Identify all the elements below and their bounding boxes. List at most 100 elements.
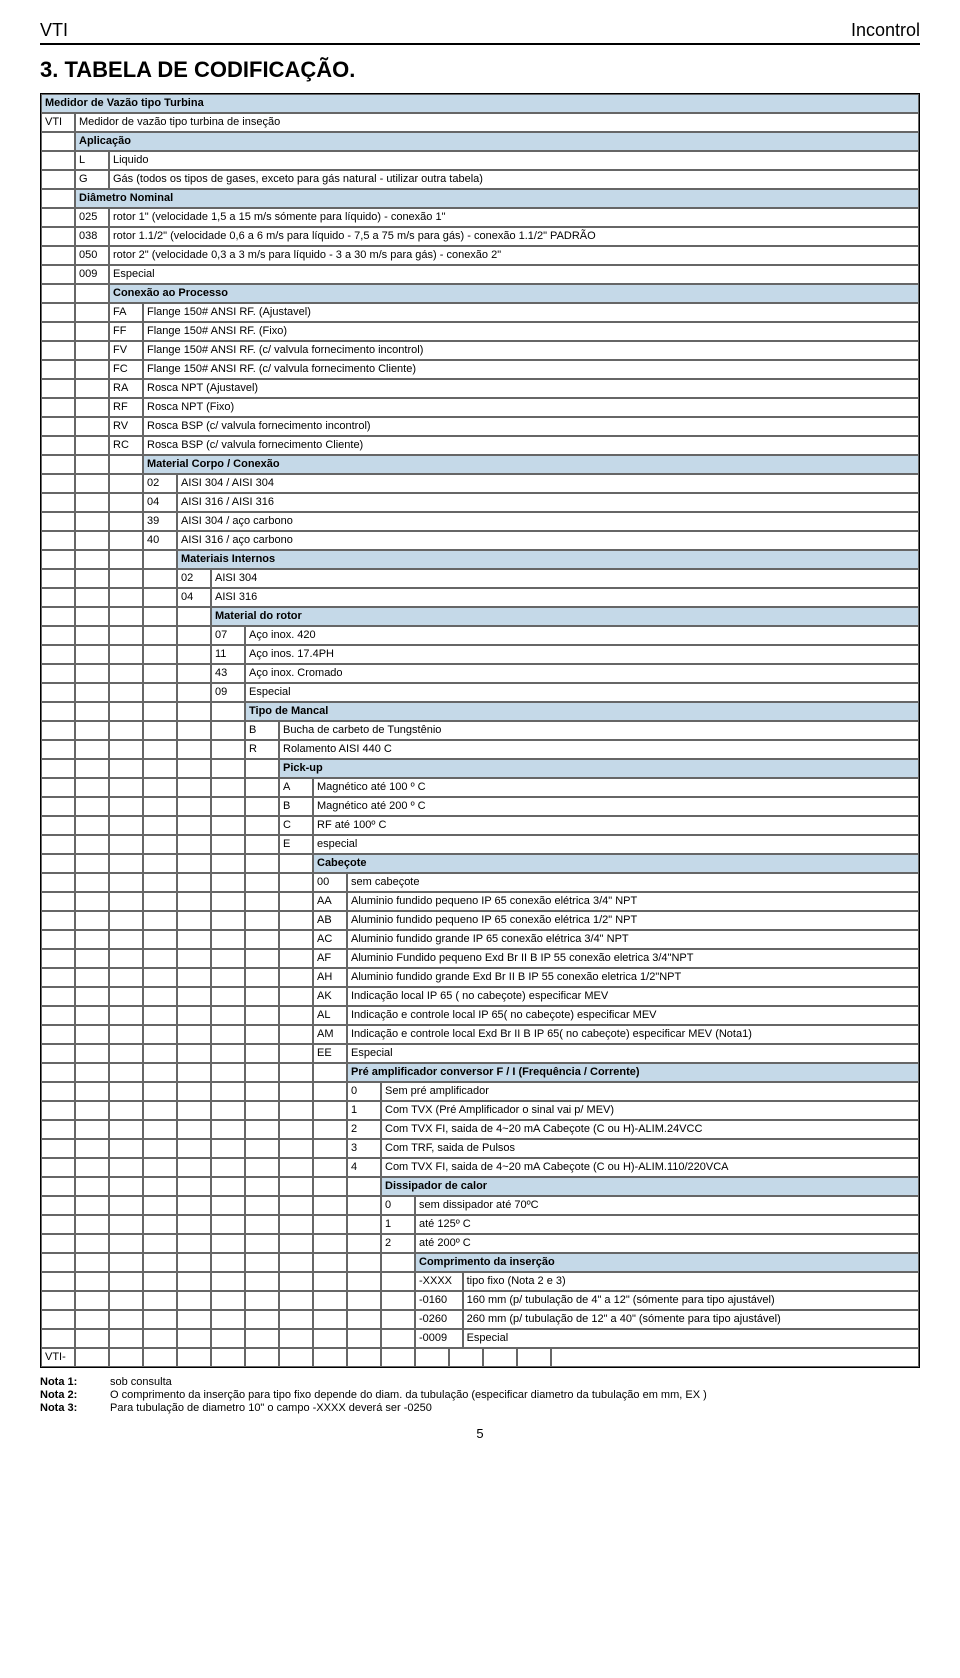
indent-cell [177,1291,211,1310]
indent-cell [41,1234,75,1253]
indent-cell [177,1025,211,1044]
indent-cell [143,1044,177,1063]
table-row: RRolamento AISI 440 C [41,740,919,759]
indent-cell [279,1044,313,1063]
code-cell: 1 [381,1215,415,1234]
indent-cell [279,1310,313,1329]
table-row: AFAluminio Fundido pequeno Exd Br II B I… [41,949,919,968]
indent-cell [75,1139,109,1158]
indent-cell [75,607,109,626]
indent-cell [41,1006,75,1025]
indent-cell [347,1348,381,1367]
section-header: Medidor de Vazão tipo Turbina [41,94,919,113]
indent-cell [279,1234,313,1253]
desc-cell: Especial [245,683,919,702]
indent-cell [41,645,75,664]
indent-cell [41,1120,75,1139]
table-row: 39AISI 304 / aço carbono [41,512,919,531]
indent-cell [109,911,143,930]
indent-cell [143,1272,177,1291]
indent-cell [279,1348,313,1367]
code-cell: FC [109,360,143,379]
indent-cell [245,1272,279,1291]
desc-cell: Especial [109,265,919,284]
desc-cell: Magnético até 100 º C [313,778,919,797]
section-header-row: Medidor de Vazão tipo Turbina [41,94,919,113]
code-cell: -XXXX [415,1272,463,1291]
code-cell: RC [109,436,143,455]
desc-cell: Flange 150# ANSI RF. (Ajustavel) [143,303,919,322]
indent-cell [211,721,245,740]
indent-cell [41,911,75,930]
section-header: Materiais Internos [177,550,919,569]
indent-cell [279,1006,313,1025]
code-cell: 02 [177,569,211,588]
indent-cell [517,1348,551,1367]
table-row: 02AISI 304 / AISI 304 [41,474,919,493]
indent-cell [177,702,211,721]
table-row: -0009Especial [41,1329,919,1348]
indent-cell [109,987,143,1006]
indent-cell [75,1253,109,1272]
indent-cell [177,1177,211,1196]
section-header-row: Diâmetro Nominal [41,189,919,208]
desc-cell: Aluminio Fundido pequeno Exd Br II B IP … [347,949,919,968]
note-text: O comprimento da inserção para tipo fixo… [110,1389,707,1401]
page-title: 3. TABELA DE CODIFICAÇÃO. [40,57,920,83]
table-row: AMIndicação e controle local Exd Br II B… [41,1025,919,1044]
indent-cell [211,835,245,854]
indent-cell [313,1329,347,1348]
indent-cell [177,1044,211,1063]
table-row: AAAluminio fundido pequeno IP 65 conexão… [41,892,919,911]
indent-cell [279,1101,313,1120]
indent-cell [41,1025,75,1044]
indent-cell [211,1272,245,1291]
indent-cell [75,493,109,512]
indent-cell [211,1158,245,1177]
desc-cell: especial [313,835,919,854]
note-label: Nota 2: [40,1389,110,1401]
code-cell: AH [313,968,347,987]
code-cell: -0260 [415,1310,463,1329]
indent-cell [41,189,75,208]
indent-cell [245,1139,279,1158]
indent-cell [75,1272,109,1291]
indent-cell [75,1310,109,1329]
section-header-row: Materiais Internos [41,550,919,569]
indent-cell [75,949,109,968]
note-row: Nota 1: sob consulta [40,1376,920,1388]
indent-cell [211,1139,245,1158]
indent-cell [75,1101,109,1120]
table-row: 07Aço inox. 420 [41,626,919,645]
desc-cell: Com TRF, saida de Pulsos [381,1139,919,1158]
indent-cell [313,1063,347,1082]
indent-cell [143,1253,177,1272]
indent-cell [75,284,109,303]
indent-cell [41,607,75,626]
indent-cell [143,892,177,911]
indent-cell [75,1196,109,1215]
code-cell: B [245,721,279,740]
indent-cell [177,1139,211,1158]
indent-cell [109,626,143,645]
indent-cell [41,987,75,1006]
indent-cell [109,968,143,987]
indent-cell [211,1101,245,1120]
indent-cell [75,759,109,778]
indent-cell [245,1348,279,1367]
indent-cell [279,854,313,873]
indent-cell [109,1044,143,1063]
indent-cell [75,436,109,455]
indent-cell [211,816,245,835]
indent-cell [177,930,211,949]
indent-cell [211,1253,245,1272]
table-row: 02AISI 304 [41,569,919,588]
indent-cell [245,816,279,835]
indent-cell [211,854,245,873]
indent-cell [41,1044,75,1063]
indent-cell [41,474,75,493]
indent-cell [75,740,109,759]
indent-cell [41,1272,75,1291]
desc-cell: AISI 316 / aço carbono [177,531,919,550]
indent-cell [41,284,75,303]
